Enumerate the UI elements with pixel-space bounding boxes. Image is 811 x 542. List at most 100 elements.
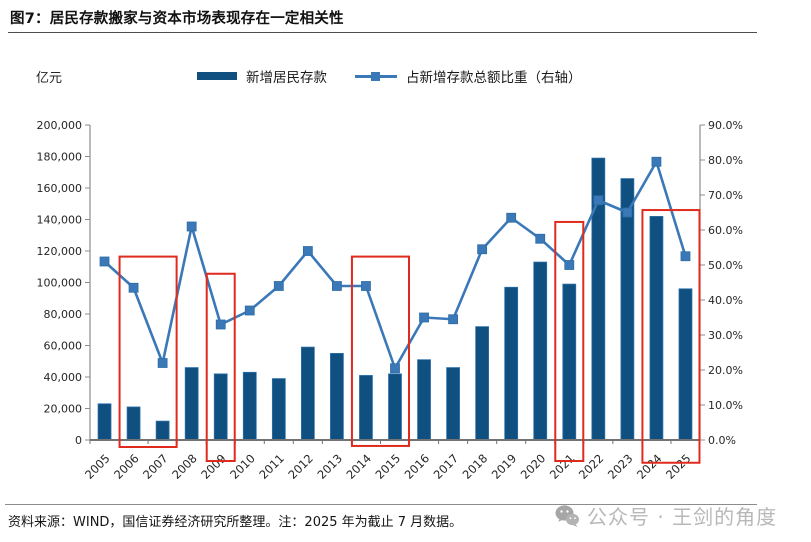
x-axis-label-2006: 2006	[111, 451, 142, 482]
x-axis-label-2010: 2010	[227, 451, 258, 482]
ratio-marker-2019	[506, 212, 517, 223]
left-axis-tick-label: 0	[75, 434, 82, 447]
x-axis-label-2021: 2021	[547, 451, 578, 482]
ratio-marker-2017	[448, 314, 458, 325]
bar-2012	[300, 346, 315, 441]
right-axis-tick-label: 70.0%	[708, 189, 743, 202]
highlight-box-2024-2025	[641, 209, 701, 464]
ratio-marker-2007	[157, 358, 168, 368]
ratio-marker-2006	[128, 282, 139, 293]
ratio-marker-2020	[535, 233, 546, 244]
left-axis-tick-label: 60,000	[44, 340, 83, 353]
bar-2008	[184, 367, 199, 441]
figure-title: 图7：居民存款搬家与资本市场表现存在一定相关性	[10, 11, 344, 27]
x-axis-label-2009: 2009	[198, 451, 229, 482]
left-axis-tick-label: 100,000	[37, 277, 83, 290]
left-axis-tick-label: 140,000	[37, 214, 83, 227]
x-axis-label-2025: 2025	[663, 451, 694, 482]
left-axis-tick-label: 80,000	[44, 308, 83, 321]
bar-series-label: 新增居民存款	[246, 70, 327, 86]
x-axis-label-2007: 2007	[140, 451, 171, 482]
x-axis-label-2018: 2018	[460, 451, 491, 482]
right-axis-tick-label: 30.0%	[708, 329, 743, 342]
bar-2009	[213, 373, 228, 441]
x-axis-label-2020: 2020	[518, 451, 549, 482]
ratio-marker-2005	[99, 256, 110, 267]
left-axis-tick-label: 120,000	[37, 245, 83, 258]
bar-2006	[126, 406, 141, 441]
line-series-swatch	[355, 71, 397, 82]
x-axis-label-2015: 2015	[373, 451, 404, 482]
x-axis-label-2019: 2019	[489, 451, 520, 482]
watermark: 公众号 · 王剑的角度	[554, 501, 777, 530]
x-axis-label-2013: 2013	[314, 451, 345, 482]
ratio-marker-2008	[186, 221, 197, 232]
legend-item-bars: 新增居民存款	[197, 66, 327, 86]
right-axis-tick-label: 60.0%	[708, 224, 743, 237]
ratio-marker-2022	[593, 195, 604, 206]
axis-unit-label: 亿元	[36, 71, 63, 86]
bar-2017	[446, 367, 460, 441]
bar-2020	[533, 261, 548, 441]
ratio-marker-2016	[419, 312, 429, 323]
bar-2015	[388, 373, 402, 441]
ratio-marker-2012	[302, 246, 313, 256]
x-axis-label-2012: 2012	[285, 451, 316, 482]
ratio-marker-2011	[273, 281, 284, 291]
wechat-icon	[555, 504, 579, 527]
bar-2021	[562, 283, 577, 441]
right-axis-tick-label: 40.0%	[708, 294, 743, 307]
bar-2014	[359, 375, 373, 441]
left-axis-tick-label: 40,000	[44, 371, 83, 384]
x-axis-label-2022: 2022	[576, 451, 607, 482]
ratio-marker-2015	[390, 363, 400, 374]
x-axis-label-2014: 2014	[343, 451, 374, 482]
ratio-marker-2023	[622, 207, 633, 218]
right-axis-tick-label: 80.0%	[708, 154, 743, 167]
ratio-marker-2024	[651, 156, 662, 167]
chart-legend: 新增居民存款 占新增存款总额比重（右轴）	[197, 66, 582, 86]
bar-series-swatch	[197, 72, 237, 80]
x-axis-label-2024: 2024	[634, 451, 665, 482]
x-axis-label-2016: 2016	[402, 451, 433, 482]
ratio-marker-2014	[361, 281, 371, 291]
ratio-marker-2025	[680, 251, 691, 262]
x-axis-label-2011: 2011	[256, 451, 287, 482]
bar-2010	[242, 371, 257, 441]
legend-item-line: 占新增存款总额比重（右轴）	[355, 66, 582, 86]
right-axis-tick-label: 20.0%	[708, 364, 743, 377]
left-axis-tick-label: 160,000	[37, 182, 83, 195]
bar-2018	[475, 326, 490, 441]
ratio-marker-2010	[244, 305, 255, 316]
bar-2011	[271, 378, 286, 441]
right-axis-tick-label: 50.0%	[708, 259, 743, 272]
line-swatch-marker-icon	[371, 71, 380, 81]
title-divider	[8, 32, 757, 33]
highlight-box-2006-2007	[118, 255, 178, 448]
bar-2024	[649, 215, 664, 441]
ratio-marker-2018	[477, 244, 488, 255]
chart-svg: 0 20,000 40,000 60,000 80,000 100,000 120,000 1…	[37, 119, 743, 482]
highlight-box-2009-2009	[205, 272, 236, 462]
highlight-box-2021-2021	[554, 220, 585, 462]
bar-2013	[330, 353, 344, 441]
bar-2016	[417, 359, 431, 441]
right-axis-tick-label: 0.0%	[708, 434, 736, 447]
bar-2005	[97, 403, 112, 441]
ratio-marker-2013	[332, 281, 342, 291]
right-axis-tick-label: 10.0%	[708, 399, 743, 412]
right-axis-tick-label: 90.0%	[708, 119, 743, 132]
bar-2019	[504, 286, 519, 441]
left-axis-tick-label: 20,000	[44, 403, 83, 416]
watermark-text: 公众号 · 王剑的角度	[587, 505, 778, 529]
x-axis-label-2017: 2017	[431, 451, 462, 482]
x-axis-label-2005: 2005	[82, 451, 113, 482]
line-series-label: 占新增存款总额比重（右轴）	[406, 70, 582, 86]
ratio-marker-2021	[564, 260, 575, 270]
highlight-box-2014-2015	[350, 255, 411, 447]
x-axis-label-2008: 2008	[169, 451, 200, 482]
ratio-marker-2009	[215, 319, 226, 330]
bar-2025	[678, 288, 693, 441]
bar-2007	[155, 420, 170, 441]
